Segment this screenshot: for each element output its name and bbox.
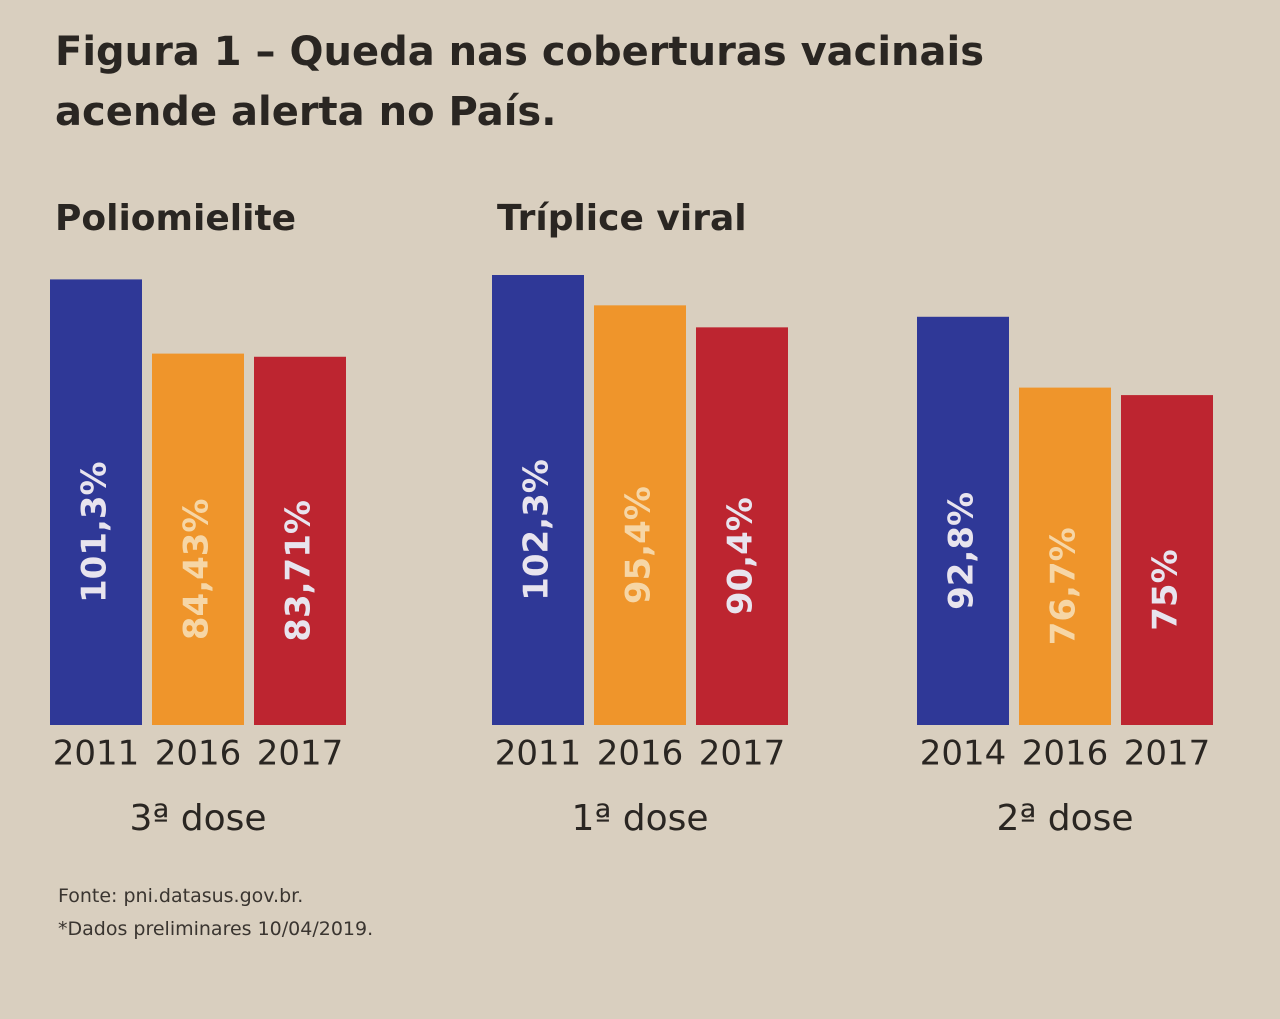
- bar: [50, 279, 142, 725]
- x-tick-label: 2011: [495, 734, 582, 774]
- bar: [152, 353, 244, 725]
- x-tick-label: 2017: [699, 734, 786, 774]
- bar: [1019, 387, 1111, 725]
- value-label: 90,4%: [721, 497, 761, 615]
- x-tick-label: 2017: [1124, 734, 1211, 774]
- figure-title: Figura 1 – Queda nas coberturas vacinais…: [55, 29, 985, 135]
- x-tick-label: 2011: [53, 734, 140, 774]
- value-label: 84,43%: [177, 498, 217, 640]
- x-tick-label: 2017: [257, 734, 344, 774]
- chart-title: Poliomielite: [55, 198, 296, 239]
- x-tick-label: 2016: [155, 734, 242, 774]
- chart-title: Tríplice viral: [497, 198, 747, 239]
- value-label: 101,3%: [75, 461, 115, 603]
- bar: [1121, 395, 1213, 725]
- x-tick-label: 2016: [597, 734, 684, 774]
- value-label: 92,8%: [942, 492, 982, 610]
- x-tick-label: 2014: [920, 734, 1007, 774]
- x-axis-label: 2ª dose: [996, 798, 1133, 839]
- charts: Poliomielite 101,3% 2011 84,43% 2016 83,71% 20…: [50, 198, 1213, 839]
- source: Fonte: pni.datasus.gov.br.: [58, 885, 304, 907]
- value-label: 102,3%: [517, 459, 557, 601]
- value-label: 75%: [1146, 549, 1186, 630]
- bar: [594, 305, 686, 725]
- x-axis-label: 3ª dose: [129, 798, 266, 839]
- bar: [696, 327, 788, 725]
- value-label: 95,4%: [619, 486, 659, 604]
- value-label: 83,71%: [279, 500, 319, 642]
- x-axis-label: 1ª dose: [571, 798, 708, 839]
- bar: [492, 275, 584, 725]
- x-tick-label: 2016: [1022, 734, 1109, 774]
- note: *Dados preliminares 10/04/2019.: [58, 918, 374, 940]
- bar: [917, 316, 1009, 725]
- value-label: 76,7%: [1044, 527, 1084, 645]
- bar: [254, 356, 346, 725]
